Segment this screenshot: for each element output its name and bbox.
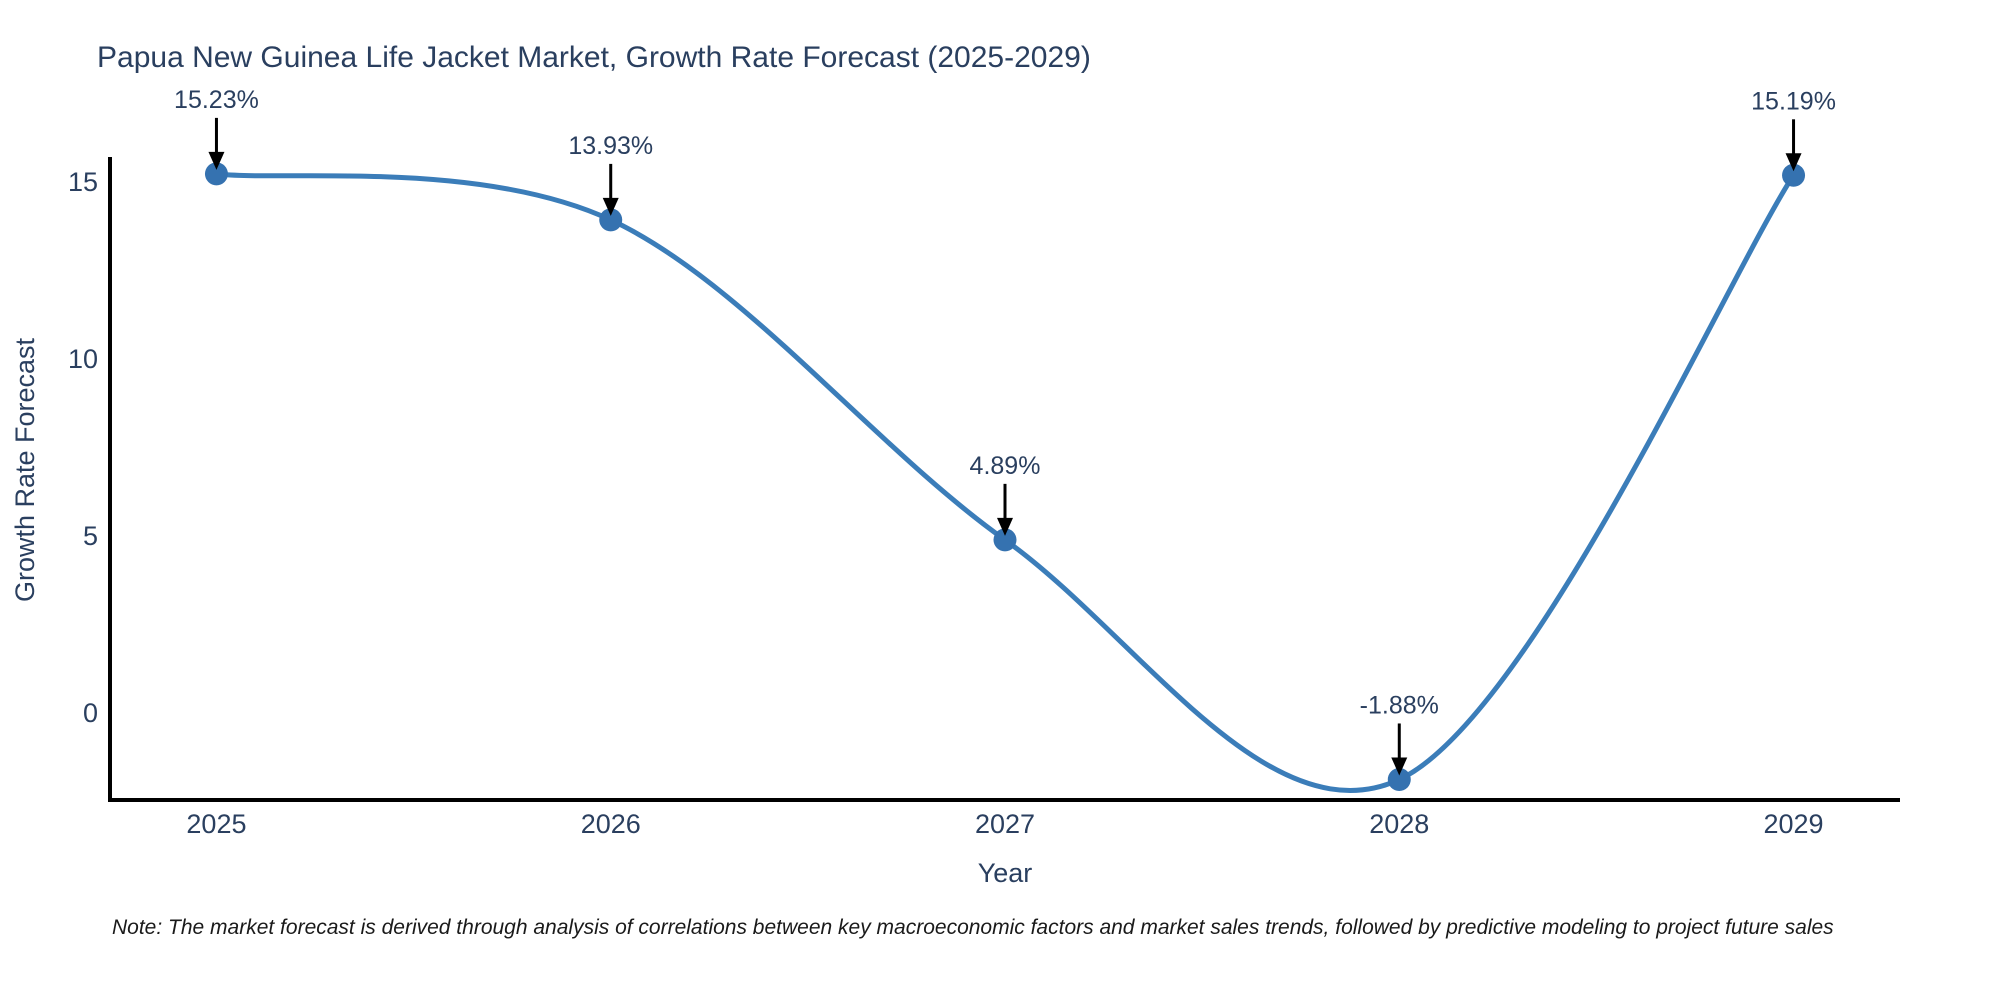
- y-axis-title: Growth Rate Forecast: [10, 337, 40, 602]
- x-axis-title: Year: [978, 858, 1033, 888]
- data-point-marker[interactable]: [1387, 767, 1411, 791]
- point-annotation-label: 4.89%: [970, 452, 1041, 480]
- y-tick-label: 15: [68, 167, 98, 197]
- data-point-marker[interactable]: [204, 162, 228, 186]
- x-tick-label: 2027: [975, 809, 1035, 839]
- x-tick-labels: 2025 2026 2027 2028 2029: [186, 809, 1823, 839]
- y-tick-label: 0: [83, 698, 98, 728]
- point-annotation: 13.93%: [568, 132, 653, 216]
- data-point-marker[interactable]: [1782, 163, 1806, 187]
- point-annotation-label: -1.88%: [1360, 691, 1439, 719]
- y-tick-label: 5: [83, 521, 98, 551]
- point-annotation: 15.23%: [174, 86, 259, 170]
- point-annotation-label: 15.23%: [174, 86, 259, 114]
- x-tick-label: 2028: [1369, 809, 1429, 839]
- point-annotation-label: 13.93%: [568, 132, 653, 160]
- markers-group: [204, 162, 1806, 791]
- annotation-arrowhead-icon: [1391, 757, 1408, 776]
- y-tick-label: 10: [68, 344, 98, 374]
- annotation-arrowhead-icon: [1785, 153, 1802, 172]
- series-group: [214, 171, 1796, 793]
- chart-title: Papua New Guinea Life Jacket Market, Gro…: [97, 41, 1091, 74]
- point-annotation-label: 15.19%: [1751, 87, 1836, 115]
- annotations-group: 15.23% 13.93% 4.89% -1.88% 15.19%: [174, 86, 1836, 776]
- forecast-line[interactable]: [214, 171, 1796, 793]
- annotation-arrowhead-icon: [208, 151, 225, 170]
- point-annotation: 4.89%: [970, 452, 1041, 536]
- x-tick-label: 2025: [186, 809, 246, 839]
- x-tick-label: 2029: [1764, 809, 1824, 839]
- annotation-arrowhead-icon: [997, 517, 1013, 536]
- data-point-marker[interactable]: [993, 528, 1017, 552]
- annotation-arrowhead-icon: [602, 197, 619, 216]
- chart-footnote: Note: The market forecast is derived thr…: [112, 916, 1834, 939]
- data-point-marker[interactable]: [599, 208, 623, 232]
- x-tick-label: 2026: [581, 809, 641, 839]
- point-annotation: -1.88%: [1360, 691, 1439, 776]
- point-annotation: 15.19%: [1751, 87, 1836, 172]
- y-tick-labels: 0 5 10 15: [68, 167, 98, 728]
